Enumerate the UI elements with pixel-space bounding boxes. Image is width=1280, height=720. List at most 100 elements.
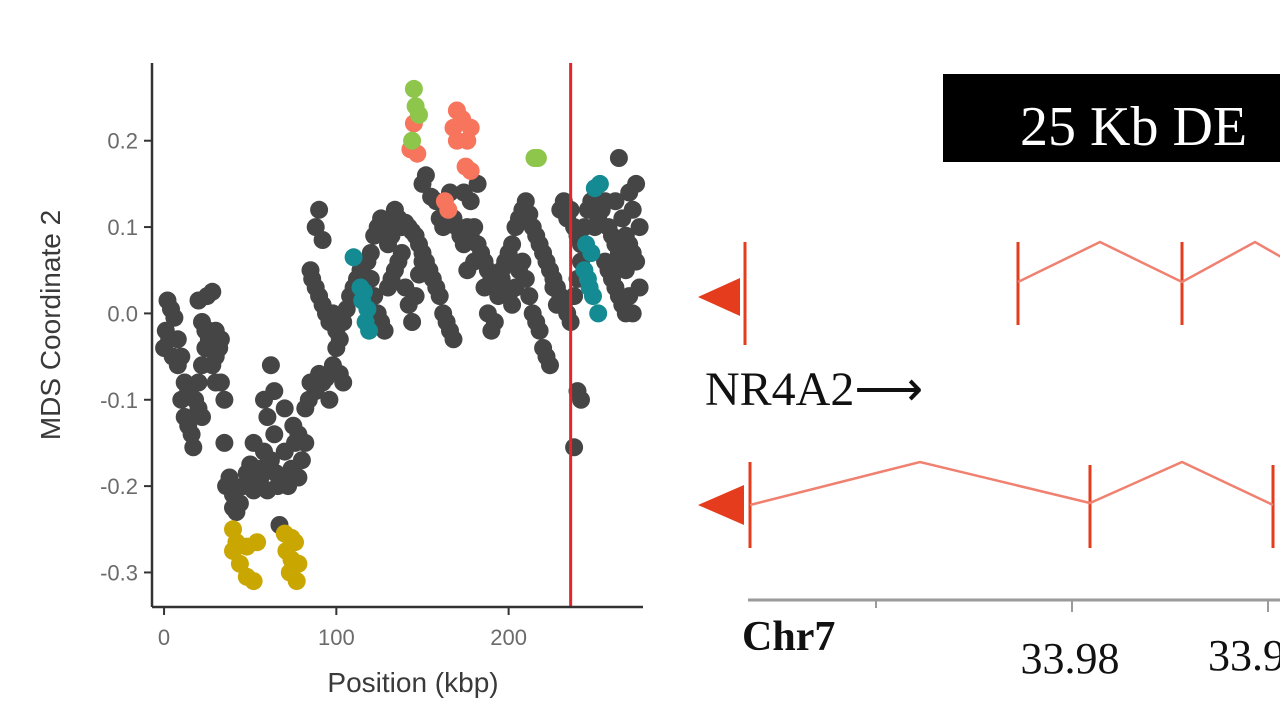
chromosome-tick-label: 33.98	[1021, 634, 1120, 683]
data-point-green	[403, 131, 422, 150]
data-point-grey	[530, 321, 549, 340]
title-banner-text: 25 Kb DE	[1020, 96, 1247, 158]
data-point-grey	[172, 390, 191, 409]
transcript-lower	[698, 460, 1275, 548]
y-tick-label: 0.2	[107, 129, 138, 154]
data-point-grey	[215, 390, 234, 409]
data-point-grey	[406, 287, 425, 306]
data-point-grey	[334, 373, 353, 392]
data-point-teal	[344, 248, 363, 267]
data-point-grey	[503, 235, 522, 254]
data-point-grey	[565, 287, 584, 306]
data-point-grey	[220, 468, 239, 487]
data-point-orange	[439, 200, 458, 219]
data-point-teal	[584, 287, 602, 306]
data-point-grey	[513, 252, 532, 271]
data-point-teal	[589, 304, 608, 323]
x-tick-label: 100	[318, 625, 355, 650]
intron-line	[1017, 240, 1280, 284]
data-point-grey	[172, 347, 191, 366]
title-banner	[943, 74, 1280, 162]
data-point-teal	[585, 179, 604, 198]
y-axis-ticks: 0.2 0.1 0.0 -0.1 -0.2 -0.3	[100, 129, 152, 585]
data-point-grey	[211, 330, 230, 349]
data-point-grey	[230, 494, 249, 513]
data-point-grey	[265, 382, 284, 401]
data-point-grey	[627, 174, 646, 193]
data-point-grey	[275, 399, 294, 418]
data-point-orange	[458, 131, 477, 150]
data-point-grey	[320, 390, 339, 409]
data-point-gold	[244, 572, 263, 591]
data-point-green	[404, 79, 423, 98]
data-point-grey	[203, 282, 222, 301]
data-point-grey	[461, 192, 480, 211]
y-tick-label: 0.1	[107, 215, 138, 240]
gene-label: NR4A2⟶	[705, 363, 923, 416]
data-point-grey	[310, 200, 329, 219]
data-point-gold	[248, 533, 267, 552]
data-point-grey	[258, 481, 277, 500]
chromosome-tick-label: 33.9	[1208, 631, 1280, 680]
data-point-grey	[520, 287, 539, 306]
data-point-grey	[606, 192, 625, 211]
data-point-grey	[261, 356, 280, 375]
data-point-grey	[361, 244, 380, 262]
mds-scatter-plot: 0.2 0.1 0.0 -0.1 -0.2 -0.3 0 100 200 MDS Coordi…	[35, 63, 649, 698]
data-point-grey	[627, 252, 646, 271]
x-axis-title: Position (kbp)	[327, 667, 498, 698]
data-point-grey	[544, 278, 563, 297]
data-point-grey	[541, 356, 559, 375]
data-point-grey	[547, 295, 566, 314]
strand-arrow-upper	[698, 278, 740, 316]
data-point-gold	[287, 572, 306, 591]
scatter-points	[155, 79, 649, 591]
data-point-grey	[168, 330, 187, 349]
data-point-grey	[165, 308, 184, 327]
data-point-grey	[296, 433, 315, 452]
data-point-grey	[265, 425, 284, 444]
data-point-grey	[613, 209, 632, 228]
data-point-grey	[475, 278, 494, 297]
strand-arrow-lower	[698, 485, 744, 525]
data-point-teal	[582, 244, 601, 262]
data-point-grey	[430, 287, 449, 306]
data-point-grey	[444, 330, 463, 349]
data-point-grey	[485, 313, 504, 331]
data-point-grey	[572, 390, 590, 409]
data-point-green	[528, 149, 547, 167]
y-tick-label: -0.3	[100, 560, 138, 585]
data-point-grey	[289, 468, 308, 487]
data-point-grey	[503, 295, 522, 314]
data-point-grey	[565, 438, 584, 457]
data-point-grey	[630, 278, 649, 297]
data-point-teal	[360, 321, 379, 340]
data-point-grey	[215, 433, 234, 452]
x-tick-label: 0	[158, 625, 170, 650]
data-point-grey	[413, 252, 432, 271]
data-point-grey	[516, 269, 535, 288]
chromosome-label: Chr7	[742, 614, 835, 660]
data-point-grey	[330, 330, 349, 349]
data-point-grey	[392, 244, 411, 262]
transcript-upper	[698, 240, 1280, 345]
data-point-grey	[375, 321, 394, 340]
data-point-grey	[403, 313, 422, 331]
data-point-grey	[184, 438, 203, 457]
x-tick-label: 200	[490, 625, 527, 650]
data-point-grey	[313, 231, 332, 249]
data-point-grey	[193, 408, 211, 426]
data-point-grey	[292, 451, 311, 470]
data-point-grey	[211, 373, 230, 392]
y-tick-label: -0.2	[100, 474, 138, 499]
data-point-green	[410, 105, 428, 124]
data-point-grey	[416, 166, 435, 185]
genome-track-panel: 25 Kb DE NR4A2⟶ Chr7 33.98 33.9	[698, 74, 1280, 683]
data-point-grey	[189, 373, 208, 392]
data-point-grey	[284, 416, 303, 435]
data-point-grey	[630, 218, 649, 237]
y-axis-title: MDS Coordinate 2	[35, 210, 66, 440]
y-tick-label: 0.0	[107, 301, 138, 326]
data-point-grey	[465, 218, 484, 237]
